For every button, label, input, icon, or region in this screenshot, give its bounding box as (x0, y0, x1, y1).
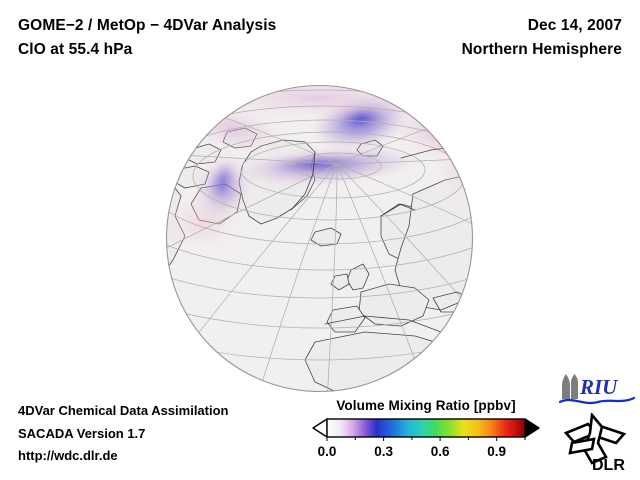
riu-tower-icon (562, 374, 578, 399)
colorbar-tick-1: 0.3 (374, 444, 393, 459)
footer-credits: 4DVar Chemical Data Assimilation SACADA … (18, 400, 229, 468)
colorbar-bar (326, 418, 526, 438)
parallel-20N (166, 85, 473, 329)
colorbar-title: Volume Mixing Ratio [ppbv] (336, 398, 516, 413)
colorbar-tick-2: 0.6 (430, 444, 450, 459)
plume-west-core (207, 158, 239, 202)
meridian-120E (336, 153, 473, 165)
parallel-10N (166, 85, 473, 361)
colorbar-tick-labels: 0.0 0.3 0.6 0.9 (311, 444, 541, 462)
land-eurasia (394, 171, 473, 311)
footer-line-version: SACADA Version 1.7 (18, 425, 146, 441)
riu-logo-text: RIU (579, 375, 619, 399)
land-alaska (170, 111, 220, 133)
parallel-30N (166, 89, 473, 299)
land-iberia (326, 305, 366, 333)
region-label: Northern Hemisphere (461, 41, 622, 58)
parallel-40N (166, 105, 473, 271)
coast-med (324, 315, 442, 333)
colorbar-tick-3: 0.9 (487, 444, 507, 459)
figure-subtitle-species-level: ClO at 55.4 hPa (18, 41, 133, 58)
colorbar-min-arrow (312, 418, 328, 438)
colorbar-max-arrow (524, 418, 540, 438)
colorbar-ticks (326, 437, 526, 441)
land-ireland (330, 273, 350, 291)
dlr-logo-text: DLR (592, 457, 625, 474)
header-right: Dec 14, 2007 Northern Hemisphere (462, 14, 622, 62)
meridian-60W (184, 163, 338, 351)
dlr-logo: DLR (563, 413, 627, 474)
plume-pole-core (257, 151, 373, 177)
coast-greenland-east (290, 151, 316, 211)
parallel-70N (240, 141, 426, 199)
header-left: GOME−2 / MetOp − 4DVar Analysis ClO at 5… (18, 14, 276, 62)
meridian-60E (336, 163, 473, 347)
coast-bering (172, 113, 222, 121)
riu-wave-icon (558, 396, 636, 405)
meridian-30W (256, 163, 338, 392)
coast-norway (380, 203, 416, 217)
meridian-0 (326, 163, 338, 392)
meridian-90E (336, 163, 473, 261)
globe-outline (165, 84, 474, 393)
figure-title: GOME−2 / MetOp − 4DVar Analysis (18, 17, 277, 34)
observation-date: Dec 14, 2007 (527, 17, 622, 34)
plume-atlantic-fringe (166, 190, 245, 258)
parallel-50N (166, 119, 473, 245)
footer-line-method: 4DVar Chemical Data Assimilation (18, 403, 229, 418)
footer-line-url: http://wdc.dlr.de (18, 448, 118, 463)
globe-map (165, 84, 474, 393)
riu-logo: RIU (558, 374, 636, 405)
colorbar-gradient (312, 418, 540, 441)
dlr-mark-icon (563, 413, 627, 465)
colorbar-tick-0: 0.0 (317, 444, 337, 459)
colorbar: Volume Mixing Ratio [ppbv] (311, 398, 541, 462)
land-arabia (450, 323, 473, 371)
meridian-120W (166, 151, 338, 165)
